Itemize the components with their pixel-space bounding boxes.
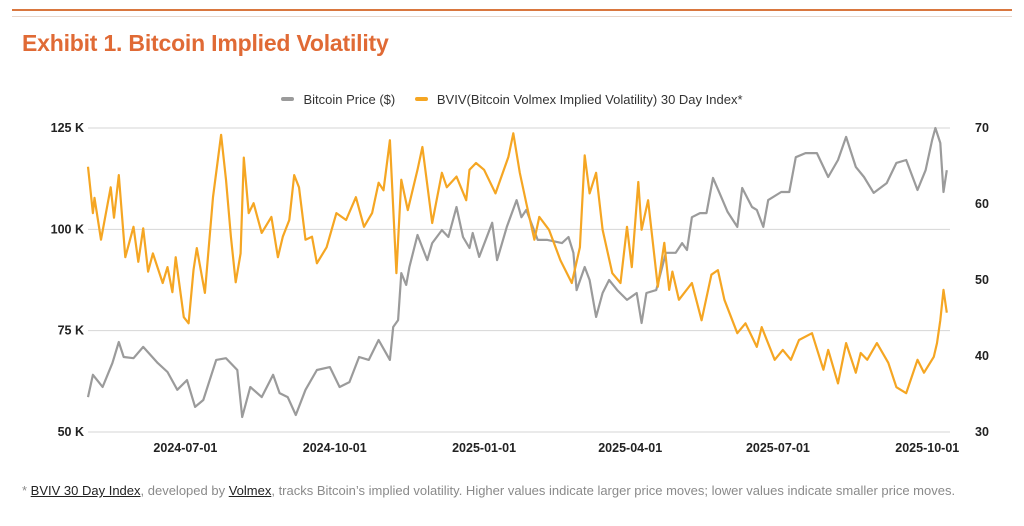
y-left-tick-label: 100 K <box>51 222 84 236</box>
sub-rule <box>12 16 1012 17</box>
footnote-rest: , tracks Bitcoin’s implied volatility. H… <box>271 483 956 498</box>
x-tick-label: 2025-10-01 <box>895 441 959 455</box>
y-left-tick-label: 50 K <box>58 425 84 439</box>
y-left-tick-label: 125 K <box>51 121 84 135</box>
volmex-link[interactable]: Volmex <box>228 483 272 498</box>
legend-label-price: Bitcoin Price ($) <box>303 91 396 107</box>
y-right-tick-label: 70 <box>975 121 989 135</box>
x-tick-label: 2024-07-01 <box>153 441 217 455</box>
y-right-tick-label: 30 <box>975 425 989 439</box>
x-tick-label: 2024-10-01 <box>303 441 367 455</box>
legend-item-price: Bitcoin Price ($) <box>281 92 395 107</box>
y-right-tick-label: 50 <box>975 273 989 287</box>
x-tick-label: 2025-04-01 <box>598 441 662 455</box>
y-right-tick-label: 40 <box>975 349 989 363</box>
series-line-bviv <box>86 132 948 395</box>
chart-title: Exhibit 1. Bitcoin Implied Volatility <box>22 30 389 56</box>
y-left-tick-label: 75 K <box>58 324 84 338</box>
y-right-tick-label: 60 <box>975 197 989 211</box>
footnote-mid: , developed by <box>140 483 229 498</box>
x-tick-label: 2025-01-01 <box>452 441 516 455</box>
top-rule <box>12 9 1012 11</box>
legend-item-bviv: BVIV(Bitcoin Volmex Implied Volatility) … <box>414 91 743 107</box>
footnote-prefix: * <box>22 483 31 498</box>
legend-swatch-bviv <box>414 97 428 101</box>
legend: Bitcoin Price ($) BVIV(Bitcoin Volmex Im… <box>0 89 1024 107</box>
bviv-index-link[interactable]: BVIV 30 Day Index <box>30 483 141 498</box>
legend-label-bviv: BVIV(Bitcoin Volmex Implied Volatility) … <box>436 91 743 107</box>
x-tick-label: 2025-07-01 <box>746 441 810 455</box>
legend-swatch-price <box>281 97 295 101</box>
footnote: * BVIV 30 Day Index, developed by Volmex… <box>22 482 1002 499</box>
